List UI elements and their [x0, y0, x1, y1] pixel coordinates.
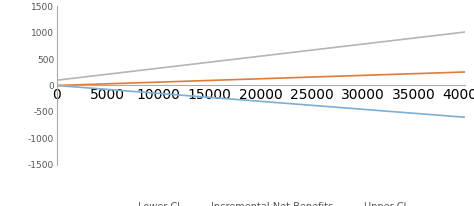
Legend: Lower CI, Incremental Net Benefits, Upper CI: Lower CI, Incremental Net Benefits, Uppe…	[111, 198, 410, 206]
